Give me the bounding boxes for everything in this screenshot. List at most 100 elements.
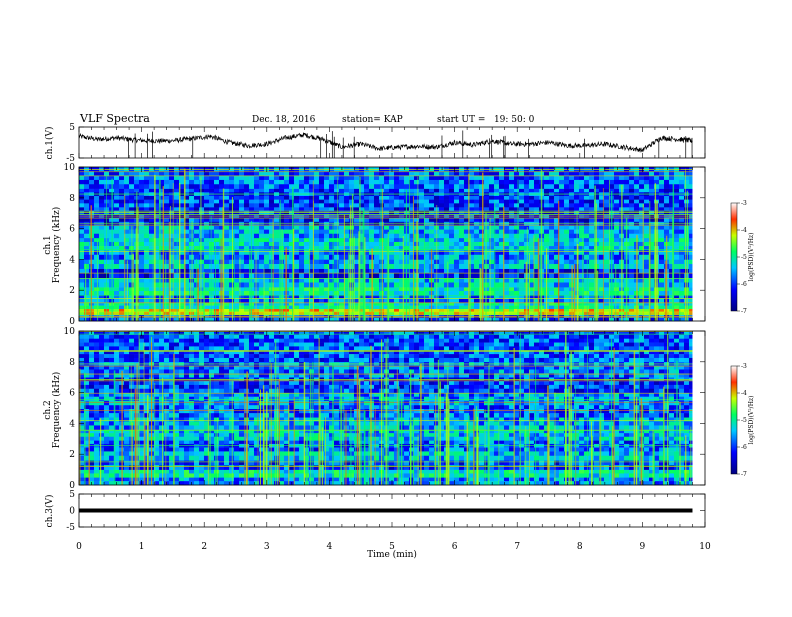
spectrogram-cell [259, 184, 264, 189]
spectrogram-cell [549, 234, 554, 238]
spectrogram-cell [209, 242, 214, 246]
spectrogram-cell [454, 238, 459, 242]
spectrogram-cell [209, 273, 214, 278]
spectrogram-cell [349, 283, 354, 288]
spectrogram-cell [419, 255, 424, 260]
spectrogram-cell [419, 242, 424, 246]
spectrogram-cell [79, 180, 84, 185]
spectrogram-cell [599, 180, 604, 185]
spectrogram-cell [629, 218, 634, 222]
spectrogram-cell [329, 218, 334, 222]
spectrogram-cell [569, 230, 574, 234]
spectrogram-cell [594, 180, 599, 185]
spectrogram-cell [529, 176, 534, 181]
spectrogram-cell [199, 184, 204, 189]
spectrogram-cell [209, 230, 214, 234]
spectrogram-cell [519, 259, 524, 264]
spectrogram-cell [524, 207, 529, 211]
spectrogram-cell [564, 203, 569, 207]
spectrogram-cell [419, 246, 424, 250]
spectrogram-cell [139, 226, 144, 230]
spectrogram-cell [304, 246, 309, 250]
spectrogram-cell [114, 309, 119, 312]
spectrogram-cell [449, 207, 454, 211]
spectrogram-cell [679, 218, 684, 222]
spectrogram-cell [114, 230, 119, 234]
spectrogram-cell [419, 189, 424, 193]
spectrogram-cell [234, 309, 239, 312]
spectrogram-cell [364, 180, 369, 185]
spectrogram-cell [89, 196, 94, 200]
spectrogram-cell [369, 218, 374, 222]
spectrogram-cell [389, 306, 394, 309]
spectrogram-cell [244, 287, 249, 291]
spectrogram-cell [689, 200, 693, 204]
spectrogram-cell [569, 259, 574, 264]
spectrogram-cell [434, 189, 439, 193]
spectrogram-cell [674, 189, 679, 193]
spectrogram-cell [404, 176, 409, 181]
spectrogram-cell [399, 200, 404, 204]
spectrogram-cell [419, 273, 424, 278]
spectrogram-cell [259, 299, 264, 303]
spectrogram-cell [204, 234, 209, 238]
spectrogram-cell [629, 264, 634, 269]
spectrogram-cell [244, 184, 249, 189]
spectrogram-cell [244, 273, 249, 278]
spectrogram-cell [149, 309, 154, 312]
spectrogram-cell [519, 200, 524, 204]
spectrogram-cell [144, 259, 149, 264]
spectrogram-cell [319, 283, 324, 288]
spectrogram-cell [94, 207, 99, 211]
spectrogram-cell [204, 207, 209, 211]
spectrogram-cell [284, 207, 289, 211]
spectrogram-cell [189, 200, 194, 204]
spectrogram-cell [314, 291, 319, 295]
spectrogram-cell [304, 180, 309, 185]
spectrogram-cell [444, 246, 449, 250]
spectrogram-cell [454, 264, 459, 269]
spectrogram-cell [499, 184, 504, 189]
spectrogram-cell [139, 218, 144, 222]
spectrogram-cell [389, 264, 394, 269]
spectrogram-cell [114, 259, 119, 264]
spectrogram-cell [149, 200, 154, 204]
spectrogram-cell [449, 218, 454, 222]
spectrogram-cell [99, 207, 104, 211]
spectrogram-cell [334, 250, 339, 255]
spectrogram-cell [549, 184, 554, 189]
spectrogram-cell [114, 264, 119, 269]
spectrogram-cell [79, 287, 84, 291]
spectrogram-cell [144, 184, 149, 189]
spectrogram-cell [444, 234, 449, 238]
spectrogram-cell [204, 184, 209, 189]
spectrogram-cell [579, 196, 584, 200]
spectrogram-cell [304, 264, 309, 269]
spectrogram-cell [294, 218, 299, 222]
voltage-tick-label: 5 [69, 123, 75, 133]
spectrogram-cell [614, 203, 619, 207]
spectrogram-cell [434, 176, 439, 181]
spectrogram-cell [439, 242, 444, 246]
spectrogram-cell [239, 218, 244, 222]
spectrogram-cell [544, 180, 549, 185]
spectrogram-cell [584, 255, 589, 260]
spectrogram-cell [399, 230, 404, 234]
spectrogram-cell [149, 189, 154, 193]
spectrogram-cell [174, 230, 179, 234]
spectrogram-cell [534, 234, 539, 238]
spectrogram-cell [274, 291, 279, 295]
spectrogram-cell [144, 238, 149, 242]
spectrogram-cell [389, 226, 394, 230]
spectrogram-cell [234, 255, 239, 260]
spectrogram-cell [479, 250, 484, 255]
spectrogram-cell [589, 291, 594, 295]
spectrogram-cell [564, 226, 569, 230]
spectrogram-cell [349, 299, 354, 303]
spectrogram-cell [229, 196, 234, 200]
spectrogram-cell [394, 226, 399, 230]
spectrogram-cell [234, 273, 239, 278]
spectrogram-cell [299, 273, 304, 278]
spectrogram-cell [339, 264, 344, 269]
spectrogram-cell [299, 306, 304, 309]
